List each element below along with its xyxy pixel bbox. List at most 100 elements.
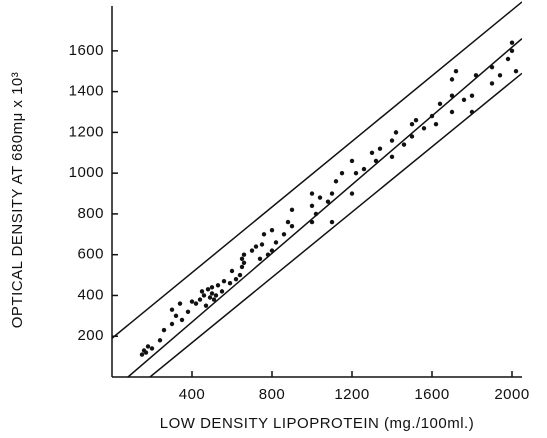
point	[333, 179, 339, 184]
y-tick-label: 800	[77, 205, 104, 222]
point	[227, 281, 233, 286]
point	[317, 195, 323, 200]
point	[261, 232, 267, 237]
x-tick-label: 1200	[334, 386, 369, 403]
point	[309, 203, 315, 208]
point	[489, 81, 495, 86]
point	[361, 166, 367, 172]
point	[509, 48, 515, 54]
point	[309, 219, 315, 225]
point	[437, 101, 443, 107]
point	[241, 260, 247, 266]
point	[189, 299, 195, 304]
point	[389, 154, 395, 160]
point	[429, 113, 435, 119]
point	[497, 73, 503, 78]
point	[373, 158, 379, 164]
point	[265, 252, 271, 257]
y-tick-label: 400	[77, 286, 104, 303]
point	[149, 346, 155, 351]
point	[161, 327, 167, 333]
point	[241, 252, 247, 257]
point	[489, 64, 495, 70]
point	[469, 109, 475, 115]
point	[449, 109, 455, 115]
point	[207, 295, 213, 300]
point	[169, 307, 175, 312]
y-axis-label: OPTICAL DENSITY AT 680mμ x 10³	[9, 72, 26, 329]
point	[389, 138, 395, 143]
point	[179, 317, 185, 323]
x-tick-label: 800	[259, 386, 286, 403]
point	[329, 191, 335, 196]
point	[369, 150, 375, 155]
point	[281, 232, 287, 237]
y-tick-label: 1400	[69, 83, 104, 100]
point	[433, 122, 439, 127]
point	[257, 256, 263, 261]
x-tick-label: 400	[179, 386, 206, 403]
point	[461, 97, 467, 102]
point	[421, 126, 427, 131]
point	[273, 240, 279, 245]
point	[325, 199, 331, 204]
point	[177, 301, 183, 306]
fit-line	[127, 38, 522, 377]
point	[233, 276, 239, 282]
point	[173, 313, 179, 319]
point	[215, 283, 221, 288]
point	[313, 211, 319, 217]
point	[449, 93, 455, 98]
point	[349, 158, 355, 164]
point	[139, 352, 145, 357]
point	[229, 268, 235, 274]
y-tick-label: 1000	[69, 164, 104, 181]
fit-line	[149, 72, 522, 377]
point	[205, 287, 211, 292]
y-tick-label: 600	[77, 246, 104, 263]
point	[353, 170, 359, 176]
y-tick-label: 1600	[69, 42, 104, 59]
point	[213, 293, 219, 298]
point	[377, 146, 383, 151]
point	[393, 130, 399, 135]
y-tick-label: 1200	[69, 123, 104, 140]
point	[157, 338, 163, 343]
point	[339, 170, 345, 176]
point	[285, 219, 291, 225]
point	[237, 272, 243, 278]
point	[449, 77, 455, 82]
point	[239, 256, 245, 261]
point	[309, 191, 315, 196]
point	[211, 297, 217, 302]
fit-line	[112, 1, 522, 339]
point	[203, 303, 209, 308]
y-tick-label: 200	[77, 327, 104, 344]
point	[469, 93, 475, 98]
point	[329, 219, 335, 225]
x-tick-label: 2000	[494, 386, 529, 403]
point	[199, 289, 205, 294]
point	[201, 293, 207, 298]
point	[221, 278, 227, 284]
point	[185, 309, 191, 314]
point	[209, 285, 215, 290]
point	[509, 40, 515, 45]
point	[219, 289, 225, 294]
x-tick-label: 1600	[414, 386, 449, 403]
point	[249, 248, 255, 253]
point	[259, 242, 265, 247]
point	[209, 291, 215, 296]
point	[239, 264, 245, 270]
point	[269, 248, 275, 253]
point	[409, 134, 415, 139]
point	[269, 228, 275, 233]
point	[453, 69, 459, 74]
x-axis-label: LOW DENSITY LIPOPROTEIN (mg./100ml.)	[160, 415, 474, 432]
point	[289, 207, 295, 213]
point	[409, 122, 415, 127]
point	[145, 344, 151, 349]
point	[143, 350, 149, 355]
point	[349, 191, 355, 196]
